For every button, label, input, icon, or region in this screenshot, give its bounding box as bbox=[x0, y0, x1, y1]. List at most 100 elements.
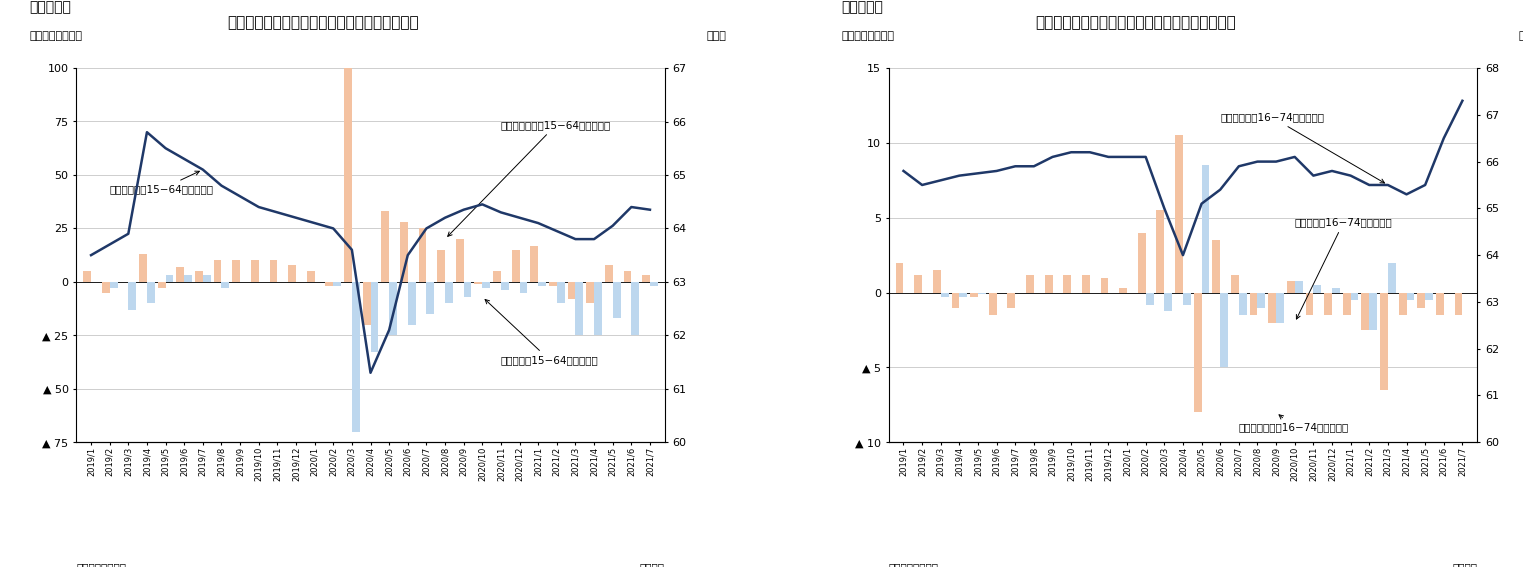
Bar bbox=[1220, 293, 1228, 367]
Bar bbox=[401, 222, 408, 282]
Text: 非労働者人口（16−74才）の変化: 非労働者人口（16−74才）の変化 bbox=[1238, 415, 1349, 432]
Text: （前月差、万人）: （前月差、万人） bbox=[29, 31, 82, 41]
Bar bbox=[1436, 293, 1444, 315]
Bar bbox=[1323, 293, 1333, 315]
Bar bbox=[1407, 293, 1415, 300]
Bar bbox=[1194, 293, 1202, 412]
Bar bbox=[568, 282, 576, 299]
Text: 労働参加率（16−74才、右軸）: 労働参加率（16−74才、右軸） bbox=[1220, 112, 1384, 183]
Bar bbox=[1081, 274, 1090, 293]
Bar bbox=[334, 282, 341, 286]
Bar bbox=[233, 260, 241, 282]
Bar bbox=[1101, 278, 1109, 293]
Bar bbox=[1295, 281, 1302, 293]
Text: （図表７）: （図表７） bbox=[29, 1, 72, 15]
Bar bbox=[475, 282, 483, 284]
Bar bbox=[1333, 288, 1340, 293]
Bar bbox=[1276, 293, 1284, 323]
Bar bbox=[1063, 274, 1071, 293]
Text: （月次）: （月次） bbox=[640, 562, 666, 567]
Bar bbox=[362, 282, 370, 325]
Bar bbox=[166, 276, 174, 282]
Bar bbox=[270, 260, 277, 282]
Text: （％）: （％） bbox=[1518, 31, 1523, 41]
Bar bbox=[426, 282, 434, 314]
Bar bbox=[519, 282, 527, 293]
Bar bbox=[203, 276, 210, 282]
Bar bbox=[1362, 293, 1369, 330]
Bar bbox=[408, 282, 416, 325]
Bar bbox=[1164, 293, 1173, 311]
Bar bbox=[110, 282, 117, 288]
Bar bbox=[1454, 293, 1462, 315]
Bar bbox=[988, 293, 996, 315]
Bar bbox=[326, 282, 334, 286]
Bar bbox=[959, 293, 967, 297]
Text: （図表８）: （図表８） bbox=[842, 1, 883, 15]
Bar bbox=[139, 254, 146, 282]
Bar bbox=[548, 282, 557, 286]
Bar bbox=[1183, 293, 1191, 304]
Bar bbox=[1145, 293, 1153, 304]
Bar bbox=[1380, 293, 1387, 390]
Bar bbox=[501, 282, 509, 290]
Text: 失業者数（15−64才）の変化: 失業者数（15−64才）の変化 bbox=[486, 299, 599, 365]
Bar bbox=[1119, 288, 1127, 293]
Bar bbox=[437, 250, 445, 282]
Bar bbox=[1045, 274, 1052, 293]
Bar bbox=[221, 282, 230, 288]
Bar bbox=[128, 282, 136, 310]
Bar bbox=[530, 246, 538, 282]
Bar bbox=[463, 282, 472, 297]
Text: 労働参加率（15−64才、右軸）: 労働参加率（15−64才、右軸） bbox=[110, 171, 213, 194]
Bar bbox=[1138, 232, 1145, 293]
Bar bbox=[1343, 293, 1351, 315]
Bar bbox=[934, 270, 941, 293]
Bar bbox=[483, 282, 490, 288]
Bar bbox=[344, 62, 352, 282]
Text: （％）: （％） bbox=[707, 31, 726, 41]
Bar bbox=[576, 282, 583, 335]
Bar bbox=[184, 276, 192, 282]
Bar bbox=[381, 211, 390, 282]
Bar bbox=[1007, 293, 1016, 307]
Bar bbox=[538, 282, 547, 286]
Bar bbox=[288, 265, 295, 282]
Text: ポルトガルの失業者・非労働力人口・労働参加率: ポルトガルの失業者・非労働力人口・労働参加率 bbox=[1036, 16, 1237, 31]
Bar bbox=[1398, 293, 1407, 315]
Bar bbox=[352, 282, 359, 431]
Text: （注）季節調整値: （注）季節調整値 bbox=[76, 562, 126, 567]
Text: イタリアの失業者・非労働力人口・労働参加率: イタリアの失業者・非労働力人口・労働参加率 bbox=[227, 16, 419, 31]
Bar bbox=[632, 282, 640, 335]
Bar bbox=[623, 271, 632, 282]
Bar bbox=[896, 263, 903, 293]
Bar bbox=[952, 293, 959, 307]
Bar bbox=[1369, 293, 1377, 330]
Bar bbox=[643, 276, 650, 282]
Bar bbox=[1231, 274, 1238, 293]
Bar bbox=[1418, 293, 1426, 307]
Bar bbox=[594, 282, 602, 335]
Bar bbox=[177, 267, 184, 282]
Bar bbox=[1156, 210, 1164, 293]
Bar bbox=[586, 282, 594, 303]
Bar bbox=[1250, 293, 1258, 315]
Bar bbox=[941, 293, 949, 297]
Bar bbox=[1212, 240, 1220, 293]
Text: 非労働者人口（15−64才）の変化: 非労働者人口（15−64才）の変化 bbox=[448, 120, 611, 236]
Text: （注）季節調整値: （注）季節調整値 bbox=[888, 562, 938, 567]
Bar bbox=[445, 282, 452, 303]
Bar bbox=[1176, 136, 1183, 293]
Bar bbox=[419, 229, 426, 282]
Bar bbox=[1202, 166, 1209, 293]
Bar bbox=[1238, 293, 1247, 315]
Bar bbox=[213, 260, 221, 282]
Bar bbox=[1258, 293, 1266, 307]
Bar bbox=[493, 271, 501, 282]
Bar bbox=[455, 239, 463, 282]
Bar bbox=[1351, 293, 1359, 300]
Bar bbox=[970, 293, 978, 297]
Text: （前月差、万人）: （前月差、万人） bbox=[842, 31, 894, 41]
Bar bbox=[512, 250, 519, 282]
Bar bbox=[1426, 293, 1433, 300]
